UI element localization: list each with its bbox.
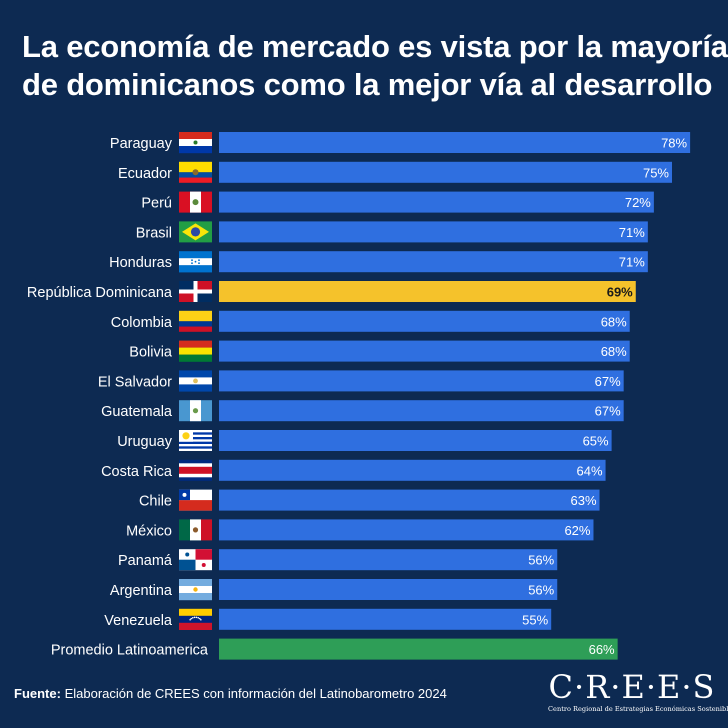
value-label: 67% bbox=[595, 374, 621, 389]
value-label: 65% bbox=[583, 434, 609, 449]
category-label: Colombia bbox=[111, 315, 173, 331]
value-label: 67% bbox=[595, 404, 621, 419]
value-label: 63% bbox=[570, 493, 596, 508]
category-label: Bolivia bbox=[129, 345, 173, 361]
argentina-flag bbox=[179, 579, 212, 601]
el-salvador-flag bbox=[179, 370, 212, 392]
bar bbox=[219, 430, 612, 451]
category-label: Venezuela bbox=[104, 613, 173, 629]
crees-logo: C·R·E·E·S Centro Regional de Estrategias… bbox=[548, 668, 728, 713]
bar-row: 56% Argentina bbox=[110, 579, 558, 601]
value-label: 68% bbox=[601, 314, 627, 329]
bar bbox=[219, 370, 624, 392]
venezuela-flag bbox=[179, 608, 212, 630]
value-label: 66% bbox=[589, 642, 615, 657]
category-label: Argentina bbox=[110, 583, 173, 599]
bar bbox=[219, 638, 618, 660]
costa-rica-flag bbox=[179, 459, 212, 481]
bar-row: 67% Guatemala bbox=[101, 400, 624, 422]
bar bbox=[219, 400, 624, 422]
logo-subtitle: Centro Regional de Estrategias Económica… bbox=[548, 705, 728, 713]
bolivia-flag bbox=[179, 340, 212, 362]
bar-row: 62% México bbox=[126, 519, 594, 541]
source-footnote: Fuente: Elaboración de CREES con informa… bbox=[14, 686, 447, 701]
value-label: 78% bbox=[661, 136, 687, 151]
value-label: 56% bbox=[528, 583, 554, 598]
bar-row: 64% Costa Rica bbox=[101, 459, 606, 481]
category-label: Promedio Latinoamerica bbox=[51, 643, 209, 659]
category-label: Guatemala bbox=[101, 404, 173, 420]
value-label: 75% bbox=[643, 165, 669, 180]
category-label: Uruguay bbox=[117, 434, 173, 450]
bar-row: 75% Ecuador bbox=[118, 161, 672, 183]
bar bbox=[219, 281, 636, 302]
source-text: Elaboración de CREES con información del… bbox=[60, 686, 447, 701]
bar-row: 68% Colombia bbox=[111, 310, 630, 332]
bar-row: 78% Paraguay bbox=[110, 132, 691, 154]
bar-row: 63% Chile bbox=[139, 489, 600, 511]
bar-chart: 78%Paraguay75%Ecuador72%Perú71%Brasil71%… bbox=[27, 132, 691, 660]
bar bbox=[219, 549, 558, 571]
title-line-1: La economía de mercado es vista por la m… bbox=[22, 29, 728, 64]
bar-row: 71% Honduras bbox=[109, 251, 648, 273]
value-label: 71% bbox=[619, 255, 645, 270]
bar bbox=[219, 579, 558, 600]
ecuador-flag bbox=[179, 161, 212, 183]
chile-flag bbox=[179, 489, 212, 511]
bar-row: 67% El Salvador bbox=[98, 370, 624, 392]
value-label: 71% bbox=[619, 225, 645, 240]
bar-row: 66% Promedio Latinoamerica bbox=[51, 638, 618, 660]
bar-row: 71% Brasil bbox=[136, 221, 648, 243]
source-label: Fuente: bbox=[14, 686, 61, 701]
value-label: 69% bbox=[607, 285, 633, 300]
bar bbox=[219, 340, 630, 362]
value-label: 55% bbox=[522, 612, 548, 627]
bar-row: 65% Uruguay bbox=[117, 430, 612, 451]
mexico-flag bbox=[179, 519, 212, 541]
category-label: Paraguay bbox=[110, 136, 173, 152]
panama-flag bbox=[179, 549, 212, 571]
category-label: Chile bbox=[139, 494, 172, 510]
peru-flag bbox=[179, 191, 212, 213]
value-label: 72% bbox=[625, 195, 651, 210]
bar bbox=[219, 161, 672, 183]
value-label: 68% bbox=[601, 344, 627, 359]
value-label: 62% bbox=[564, 523, 590, 538]
value-label: 64% bbox=[577, 463, 603, 478]
bar-row: 56% Panamá bbox=[118, 549, 558, 571]
category-label: República Dominicana bbox=[27, 285, 173, 301]
category-label: Brasil bbox=[136, 225, 172, 241]
bar bbox=[219, 489, 600, 511]
colombia-flag bbox=[179, 310, 212, 332]
category-label: Honduras bbox=[109, 255, 172, 271]
bar-row: 72% Perú bbox=[141, 191, 654, 213]
category-label: Ecuador bbox=[118, 166, 172, 182]
category-label: Panamá bbox=[118, 553, 173, 569]
paraguay-flag bbox=[179, 132, 212, 154]
honduras-flag bbox=[179, 251, 212, 273]
bar bbox=[219, 519, 594, 541]
uruguay-flag bbox=[179, 430, 212, 451]
value-label: 56% bbox=[528, 553, 554, 568]
category-label: Costa Rica bbox=[101, 464, 173, 480]
brasil-flag bbox=[179, 221, 212, 243]
bar-row: 55% Venezuela bbox=[104, 608, 552, 630]
bar bbox=[219, 459, 606, 481]
bar bbox=[219, 221, 648, 243]
category-label: Perú bbox=[141, 196, 172, 212]
chart-title: La economía de mercado es vista por la m… bbox=[22, 28, 728, 104]
bar-row: 69% República Dominicana bbox=[27, 281, 636, 302]
category-label: El Salvador bbox=[98, 374, 172, 390]
bar bbox=[219, 132, 691, 153]
bar bbox=[219, 310, 630, 332]
logo-wordmark: C·R·E·E·S bbox=[548, 668, 716, 706]
bar-row: 68% Bolivia bbox=[129, 340, 630, 362]
bar bbox=[219, 608, 552, 630]
category-label: México bbox=[126, 523, 172, 539]
bar bbox=[219, 251, 648, 273]
title-line-2: de dominicanos como la mejor vía al desa… bbox=[22, 67, 713, 102]
dominican-republic-flag bbox=[179, 281, 212, 302]
bar bbox=[219, 191, 654, 213]
guatemala-flag bbox=[179, 400, 212, 422]
